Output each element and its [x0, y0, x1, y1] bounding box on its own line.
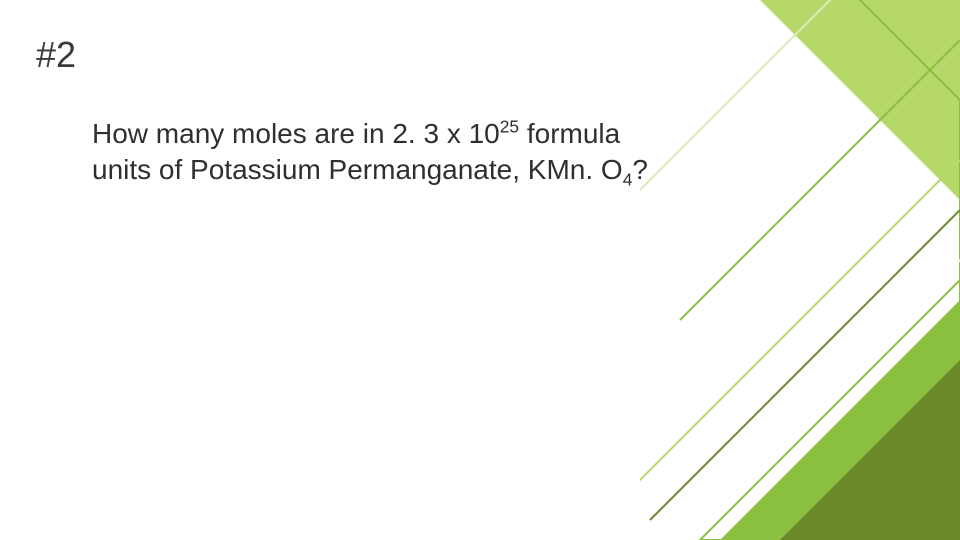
body-line2-a: units of Potassium Permanganate, KMn. O: [92, 154, 623, 185]
exponent: 25: [500, 117, 519, 137]
subscript: 4: [623, 169, 633, 189]
body-line1-a: How many moles are in 2. 3 x 10: [92, 118, 500, 149]
slide-heading: #2: [36, 34, 76, 76]
slide: #2 How many moles are in 2. 3 x 1025 for…: [0, 0, 960, 540]
body-line1-b: formula: [519, 118, 620, 149]
slide-body: How many moles are in 2. 3 x 1025 formul…: [92, 116, 712, 188]
body-line2-b: ?: [632, 154, 648, 185]
corner-decoration: [640, 0, 960, 540]
